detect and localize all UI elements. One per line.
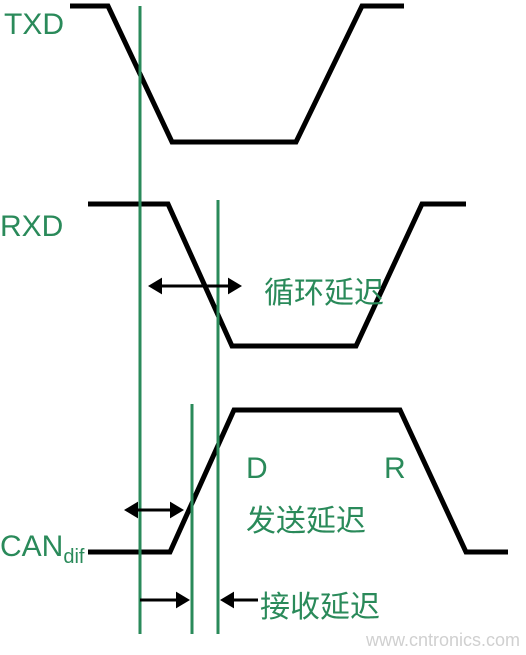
rxd-label: RXD: [0, 210, 63, 244]
tx-delay-r: R: [384, 452, 406, 486]
txd-label: TXD: [4, 8, 64, 42]
rx-delay-label: 接收延迟: [260, 582, 380, 626]
can-label: CANdif: [0, 530, 84, 569]
tx-delay-label: 发送延迟: [246, 496, 366, 540]
tx-delay-d: D: [246, 452, 268, 486]
watermark: www.cntronics.com: [366, 630, 520, 651]
loop-delay-label: 循环延迟: [264, 268, 384, 312]
